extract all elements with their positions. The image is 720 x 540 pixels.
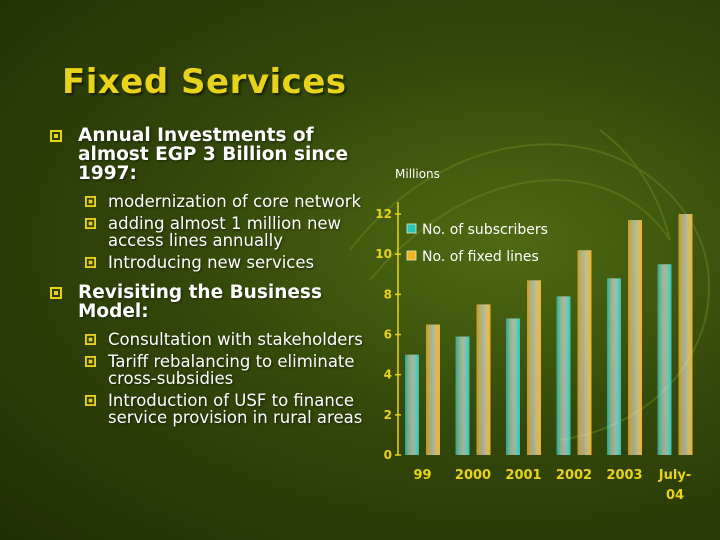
x-tick-label: 04: [666, 488, 684, 503]
bullet-marker-icon: [85, 356, 96, 367]
x-tick-label: 99: [413, 468, 431, 483]
legend-swatch: [406, 223, 417, 234]
bullet-marker-icon: [85, 395, 96, 406]
sub-bullet-list: modernization of core network adding alm…: [48, 193, 368, 271]
bar-subscribers: [607, 278, 621, 455]
bar-fixed-lines: [678, 214, 693, 455]
sub-bullet-text: Consultation with stakeholders: [108, 330, 363, 349]
bar-subscribers: [556, 296, 571, 455]
sub-bullet: adding almost 1 million new access lines…: [48, 215, 368, 249]
slide-title: Fixed Services: [62, 62, 347, 102]
bullet-investments: Annual Investments of almost EGP 3 Billi…: [48, 126, 368, 183]
sub-bullet: Introduction of USF to finance service p…: [48, 392, 368, 426]
y-tick-label: 2: [384, 408, 392, 422]
legend-swatch: [406, 250, 417, 261]
sub-bullet-list: Consultation with stakeholders Tariff re…: [48, 331, 368, 426]
bullet-marker-icon: [85, 257, 96, 268]
sub-bullet-text: adding almost 1 million new access lines…: [108, 214, 342, 250]
bar-fixed-lines: [426, 324, 440, 455]
bar-fixed-lines: [527, 280, 541, 455]
y-tick-label: 6: [384, 328, 392, 342]
y-tick-label: 12: [375, 207, 392, 221]
bar-fixed-lines: [628, 220, 642, 455]
bar-subscribers: [506, 318, 520, 455]
sub-bullet: modernization of core network: [48, 193, 368, 210]
y-tick-label: 0: [384, 448, 392, 462]
sub-bullet: Consultation with stakeholders: [48, 331, 368, 348]
bullet-marker-icon: [50, 130, 62, 142]
x-tick-label: 2000: [455, 468, 491, 483]
chart-unit-label: Millions: [395, 167, 440, 181]
x-tick-label: July-: [658, 468, 691, 483]
bullet-list: Annual Investments of almost EGP 3 Billi…: [48, 126, 368, 438]
sub-bullet-text: modernization of core network: [108, 192, 362, 211]
y-tick-label: 8: [384, 287, 392, 301]
bar-subscribers: [657, 264, 672, 455]
legend-label: No. of subscribers: [422, 222, 548, 238]
y-tick-label: 10: [375, 247, 392, 261]
sub-bullet: Tariff rebalancing to eliminate cross-su…: [48, 353, 368, 387]
x-tick-label: 2002: [556, 468, 592, 483]
bullet-text: Revisiting the Business Model:: [78, 282, 322, 322]
bar-subscribers: [455, 336, 470, 455]
sub-bullet-text: Tariff rebalancing to eliminate cross-su…: [108, 352, 355, 388]
x-tick-label: 2003: [606, 468, 642, 483]
bar-fixed-lines: [577, 250, 592, 455]
sub-bullet-text: Introducing new services: [108, 253, 315, 272]
bullet-business-model: Revisiting the Business Model:: [48, 283, 368, 321]
bullet-text: Annual Investments of almost EGP 3 Billi…: [78, 125, 349, 184]
y-tick-label: 4: [384, 368, 392, 382]
bar-chart: Millions 0 2 4 6 8 10 12 99 2000 2001 2002 2003 July-…: [375, 167, 693, 503]
sub-bullet-text: Introduction of USF to finance service p…: [108, 391, 363, 427]
bar-fixed-lines: [476, 304, 491, 455]
bar-subscribers: [405, 354, 419, 455]
sub-bullet: Introducing new services: [48, 254, 368, 271]
bullet-marker-icon: [50, 287, 62, 299]
bullet-marker-icon: [85, 334, 96, 345]
bullet-marker-icon: [85, 218, 96, 229]
x-tick-label: 2001: [505, 468, 541, 483]
legend-label: No. of fixed lines: [422, 249, 539, 265]
bullet-marker-icon: [85, 196, 96, 207]
